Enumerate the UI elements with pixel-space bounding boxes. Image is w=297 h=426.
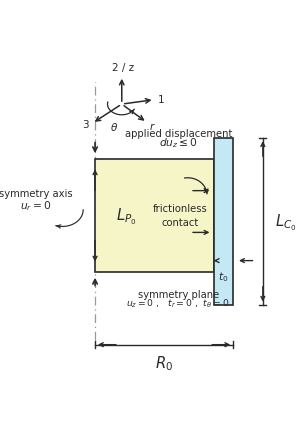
Text: $L_{C_0}$: $L_{C_0}$ xyxy=(275,212,296,232)
Text: 1: 1 xyxy=(158,95,165,104)
Text: symmetry axis: symmetry axis xyxy=(0,188,72,199)
Text: 3: 3 xyxy=(82,120,89,130)
Text: frictionless
contact: frictionless contact xyxy=(153,204,208,228)
Text: $u_r = 0$: $u_r = 0$ xyxy=(20,199,51,213)
Text: $R_0$: $R_0$ xyxy=(155,353,173,372)
Text: $L_{P_0}$: $L_{P_0}$ xyxy=(116,206,136,226)
Text: $du_z \leq 0$: $du_z \leq 0$ xyxy=(159,136,198,150)
Text: $\theta$: $\theta$ xyxy=(110,120,119,132)
Text: $t_0$: $t_0$ xyxy=(218,269,229,283)
Bar xyxy=(214,139,233,305)
Text: $u_z = 0$ ,   $t_r = 0$ ,  $t_\theta = 0$: $u_z = 0$ , $t_r = 0$ , $t_\theta = 0$ xyxy=(127,297,230,310)
Text: 2 / z: 2 / z xyxy=(112,63,134,73)
Text: $r$: $r$ xyxy=(149,121,156,132)
Text: applied displacement: applied displacement xyxy=(124,129,232,138)
Bar xyxy=(95,160,214,272)
Text: symmetry plane: symmetry plane xyxy=(138,290,219,299)
